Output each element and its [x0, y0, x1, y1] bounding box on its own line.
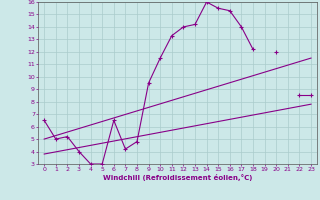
- X-axis label: Windchill (Refroidissement éolien,°C): Windchill (Refroidissement éolien,°C): [103, 174, 252, 181]
